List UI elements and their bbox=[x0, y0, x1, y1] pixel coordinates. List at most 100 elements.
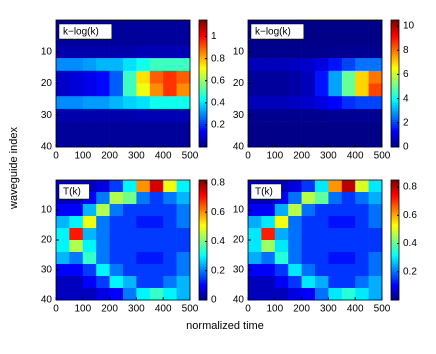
heat-cell bbox=[261, 204, 276, 217]
heat-cell bbox=[301, 276, 316, 289]
y-tick-label: 40 bbox=[233, 142, 245, 153]
heat-cell bbox=[355, 228, 369, 241]
heat-cell bbox=[82, 134, 97, 148]
heat-cell bbox=[368, 192, 383, 205]
heat-cell bbox=[176, 108, 191, 122]
colorbar-stripe bbox=[391, 62, 399, 65]
heat-cell bbox=[288, 180, 302, 193]
heat-cell bbox=[82, 45, 97, 59]
heat-cell bbox=[96, 276, 110, 289]
heat-cell bbox=[136, 121, 151, 135]
heat-cell bbox=[56, 276, 70, 289]
heat-cell bbox=[149, 58, 164, 72]
x-tick-label: 200 bbox=[293, 151, 310, 162]
colorbar-tick-label: 0.4 bbox=[211, 97, 225, 108]
heat-cell bbox=[248, 252, 262, 265]
y-tick-label: 10 bbox=[41, 46, 53, 57]
heat-cell bbox=[82, 108, 97, 122]
colorbar-stripe bbox=[199, 20, 207, 23]
colorbar-stripe bbox=[391, 24, 399, 27]
heat-cell bbox=[261, 45, 276, 59]
colorbar-stripe bbox=[391, 81, 399, 84]
heat-cell bbox=[315, 204, 329, 217]
heat-cell bbox=[96, 252, 110, 265]
heat-cell bbox=[136, 264, 151, 277]
colorbar-stripe bbox=[199, 218, 207, 221]
heat-cell bbox=[176, 45, 191, 59]
heat-cell bbox=[328, 192, 343, 205]
colorbar-stripe bbox=[199, 228, 207, 231]
colorbar-stripe bbox=[199, 77, 207, 80]
colorbar-stripe bbox=[391, 28, 399, 31]
heat-cell bbox=[301, 108, 316, 122]
colorbar-stripe bbox=[391, 182, 399, 185]
heat-cell bbox=[123, 264, 137, 277]
heat-cell bbox=[123, 228, 137, 241]
colorbar-stripe bbox=[391, 115, 399, 118]
heat-cell bbox=[248, 45, 262, 59]
heat-cell bbox=[368, 180, 383, 193]
heat-cell bbox=[315, 240, 329, 253]
x-tick-label: 100 bbox=[74, 151, 91, 162]
colorbar-frame bbox=[390, 179, 400, 301]
colorbar-stripe bbox=[199, 26, 207, 29]
colorbar-stripe bbox=[391, 144, 399, 148]
colorbar-stripe bbox=[199, 212, 207, 215]
heat-cell bbox=[315, 45, 329, 59]
colorbar-stripe bbox=[391, 292, 399, 295]
heat-cell bbox=[315, 108, 329, 122]
heat-cell bbox=[288, 70, 302, 84]
colorbar-tick-label: 8 bbox=[403, 45, 409, 56]
colorbar-stripe bbox=[199, 39, 207, 42]
colorbar-stripe bbox=[199, 268, 207, 271]
colorbar-stripe bbox=[391, 102, 399, 106]
heat-cell bbox=[136, 58, 151, 72]
colorbar-stripe bbox=[391, 136, 399, 139]
heat-cell bbox=[341, 70, 356, 84]
heat-cell bbox=[56, 45, 70, 59]
heat-cell bbox=[355, 83, 369, 97]
colorbar-stripe bbox=[391, 75, 399, 78]
heat-cell bbox=[274, 252, 289, 265]
colorbar-stripe bbox=[391, 121, 399, 125]
heat-cell bbox=[176, 192, 191, 205]
heat-cell bbox=[69, 58, 84, 72]
colorbar-stripe bbox=[391, 180, 399, 183]
colorbar-stripe bbox=[391, 47, 399, 51]
heat-cell bbox=[261, 134, 276, 148]
colorbar-stripe bbox=[391, 218, 399, 221]
heat-cell bbox=[248, 96, 262, 110]
heat-cell bbox=[149, 216, 164, 229]
colorbar-stripe bbox=[391, 236, 399, 239]
heat-cell bbox=[355, 96, 369, 110]
colorbar-stripe bbox=[199, 51, 207, 55]
colorbar-stripe bbox=[199, 142, 207, 146]
colorbar-stripe bbox=[199, 220, 207, 223]
heat-cell bbox=[261, 288, 276, 301]
heat-cell bbox=[315, 134, 329, 148]
colorbar-stripe bbox=[199, 94, 207, 97]
heat-cell bbox=[69, 83, 84, 97]
heat-cell bbox=[341, 264, 356, 277]
colorbar-stripe bbox=[391, 127, 399, 131]
heat-cell bbox=[274, 58, 289, 72]
heat-cell bbox=[136, 45, 151, 59]
colorbar-stripe bbox=[199, 119, 207, 122]
colorbar-stripe bbox=[199, 266, 207, 269]
colorbar-stripe bbox=[199, 41, 207, 44]
heat-cell bbox=[341, 121, 356, 135]
heat-cell bbox=[355, 121, 369, 135]
heat-cell bbox=[149, 288, 164, 301]
colorbar-stripe bbox=[199, 134, 207, 137]
colorbar-stripe bbox=[199, 98, 207, 101]
colorbar-stripe bbox=[199, 208, 207, 211]
heat-cell bbox=[341, 192, 356, 205]
heat-cell bbox=[136, 252, 151, 265]
colorbar-stripe bbox=[199, 62, 207, 65]
heat-cell bbox=[176, 264, 191, 277]
heat-cell bbox=[248, 83, 262, 97]
heat-cell bbox=[261, 276, 276, 289]
heat-cell bbox=[136, 108, 151, 122]
colorbar-stripe bbox=[199, 22, 207, 25]
heat-cell bbox=[274, 96, 289, 110]
